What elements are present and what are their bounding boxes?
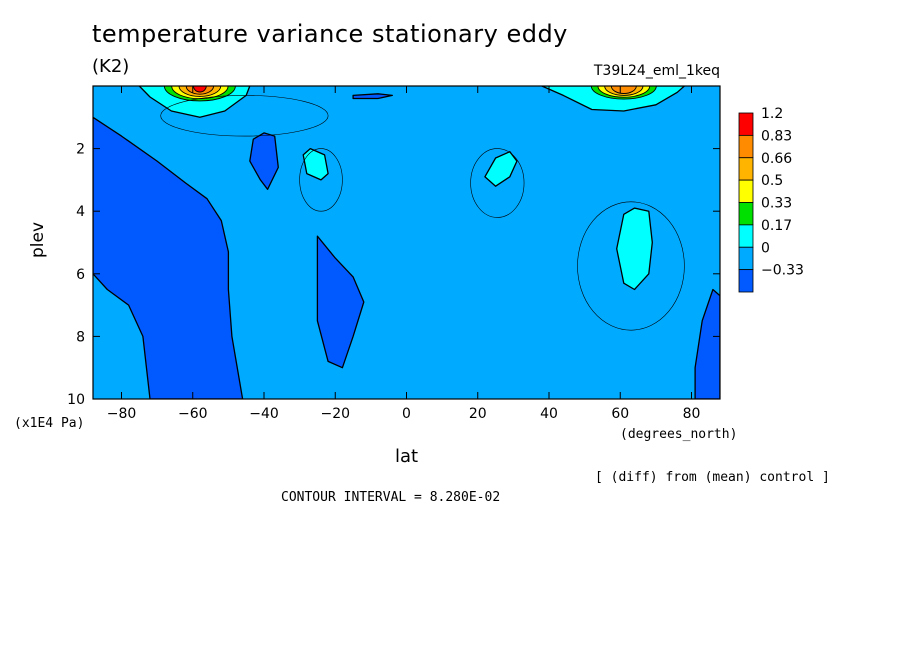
run-id: T39L24_eml_1keq xyxy=(593,63,720,79)
plot-area xyxy=(93,86,720,399)
colorbar-swatch xyxy=(738,224,754,248)
contour-region-top-southern-negative-sliver xyxy=(352,93,393,100)
x-tick-label: 80 xyxy=(683,406,701,422)
x-tick-label: −20 xyxy=(320,406,350,422)
contour-region-upper-small-negative xyxy=(249,132,279,190)
colorbar-label: 1.2 xyxy=(761,106,783,122)
colorbar-label: 0.33 xyxy=(761,196,792,212)
colorbar-label: 0.5 xyxy=(761,173,783,189)
colorbar-label: −0.33 xyxy=(761,263,804,279)
x-axis-label: lat xyxy=(395,446,419,467)
x-tick-label: −60 xyxy=(178,406,208,422)
diff-note: [ (diff) from (mean) control ] xyxy=(595,470,830,485)
contour-region-northern-polar-negative xyxy=(694,288,720,399)
colorbar-swatch xyxy=(738,246,754,271)
y-tick-label: 2 xyxy=(76,142,85,158)
colorbar-label: 0.66 xyxy=(761,151,792,167)
colorbar-swatch xyxy=(738,179,754,203)
contour-region-tropical-negative xyxy=(316,235,365,369)
x-tick-label: −40 xyxy=(249,406,279,422)
colorbar-label: 0.17 xyxy=(761,218,792,234)
southern-jet-core-band xyxy=(193,86,207,93)
chart-units: (K2) xyxy=(92,56,130,77)
contour-region-southern-high-latitude-negative xyxy=(93,116,244,399)
x-axis-units: (degrees_north) xyxy=(620,427,738,442)
chart-title: temperature variance stationary eddy xyxy=(92,20,568,48)
colorbar-swatch xyxy=(738,157,754,181)
y-axis-label: plev xyxy=(28,221,48,258)
y-tick-label: 10 xyxy=(67,392,85,408)
northern-jet-core-band xyxy=(610,86,637,94)
contour-region-southern-subtropical-cyan xyxy=(302,147,329,181)
thin-contour-line xyxy=(577,201,685,331)
plot-layer: −80 −60 −40 −20 0 20 40 60 80 2 4 6 8 10 xyxy=(67,85,721,422)
colorbar-label: 0 xyxy=(761,240,770,256)
x-tick-label: 0 xyxy=(402,406,411,422)
colorbar-label: 0.83 xyxy=(761,128,792,144)
colorbar-swatch xyxy=(738,202,754,226)
contour-region-northern-subtropical-cyan xyxy=(484,151,518,187)
contour-interval: CONTOUR INTERVAL = 8.280E-02 xyxy=(281,490,501,505)
y-tick-label: 6 xyxy=(76,267,85,283)
colorbar-swatch xyxy=(738,269,754,293)
thin-contour-line xyxy=(470,148,525,218)
x-tick-label: 60 xyxy=(611,406,629,422)
y-tick-label: 8 xyxy=(76,329,85,345)
y-axis-units: (x1E4 Pa) xyxy=(14,416,85,431)
x-tick-label: −80 xyxy=(107,406,137,422)
x-tick-label: 40 xyxy=(540,406,558,422)
thin-contour-line xyxy=(160,95,329,137)
colorbar-swatch xyxy=(738,112,754,136)
x-tick-label: 20 xyxy=(469,406,487,422)
colorbar-swatch xyxy=(738,134,754,159)
contour-region-northern-midlatitude-cyan xyxy=(616,207,653,291)
colorbar: 1.2 0.83 0.66 0.5 0.33 0.17 0 −0.33 xyxy=(738,106,804,293)
y-tick-label: 4 xyxy=(76,204,85,220)
thin-contour-line xyxy=(299,148,343,212)
